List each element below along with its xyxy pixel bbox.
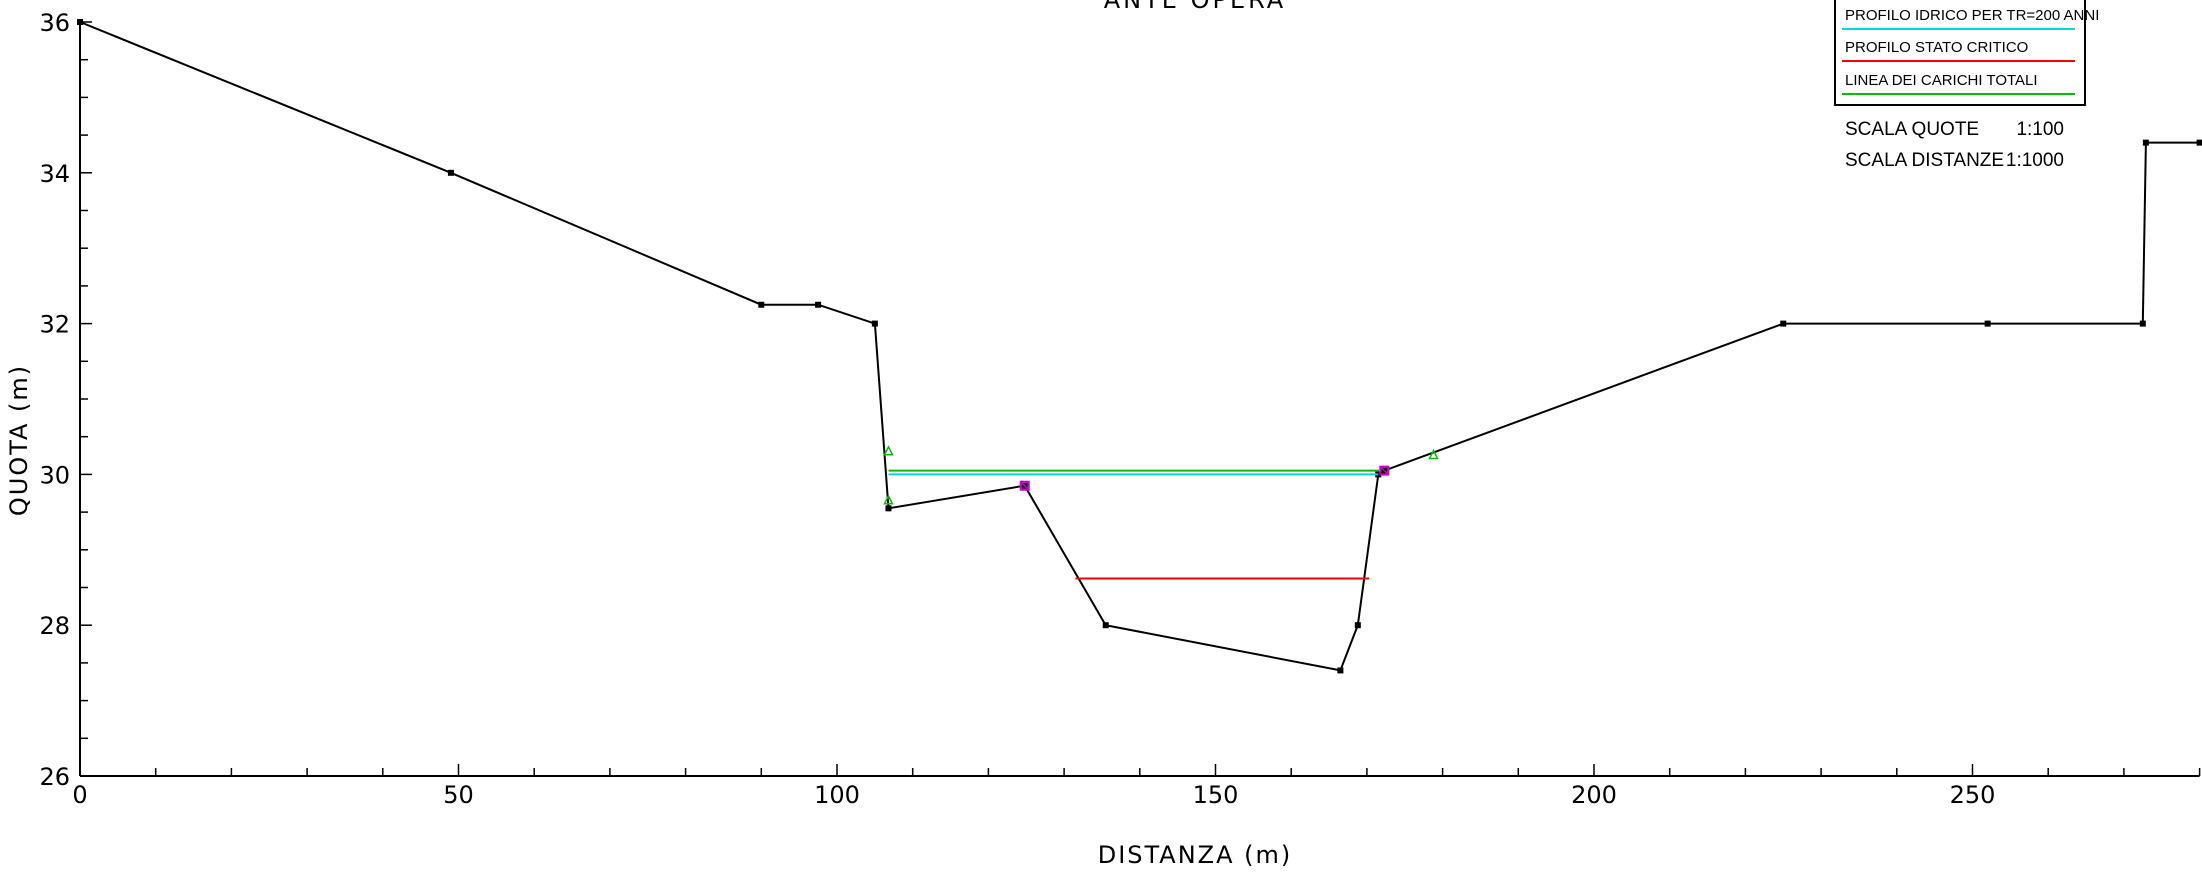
y-tick-label: 26 [39,763,70,791]
x-tick-label: 150 [1193,781,1239,809]
ground-point [1984,320,1991,327]
scale-value: 1:100 [2016,119,2064,140]
x-tick-label: 50 [443,781,474,809]
ground-point [1337,667,1344,674]
ground-point [1354,622,1361,629]
ground-point [77,19,83,25]
legend-label: PROFILO IDRICO PER TR=200 ANNI [1845,7,2099,24]
y-tick-label: 34 [39,160,70,188]
y-tick-label: 32 [39,311,70,339]
bank-marker [1019,480,1030,491]
ground-point [758,301,765,308]
scale-label: SCALA DISTANZE [1845,150,2004,171]
y-tick-label: 28 [39,612,70,640]
bank-marker-cross [1379,466,1389,476]
scale-info: SCALA QUOTE 1:100 SCALA DISTANZE 1:1000 [1845,119,2064,171]
ground-point [447,169,454,176]
y-tick-label: 30 [39,461,70,489]
levee-marker [883,445,894,456]
legend-label: LINEA DEI CARICHI TOTALI [1845,72,2038,89]
levee-marker [1428,448,1439,460]
bank-marker [1379,465,1390,476]
chart-title: ANTE OPERA [1104,0,1286,14]
scale-label: SCALA QUOTE [1845,119,1979,140]
x-tick-label: 0 [72,781,87,809]
ground-point [1780,320,1787,327]
x-tick-label: 100 [814,781,860,809]
bank-marker-cross [1020,481,1030,491]
y-tick-label: 36 [39,9,70,37]
scale-value: 1:1000 [2006,150,2064,171]
y-axis-label: QUOTA (m) [5,364,33,516]
legend: PROFILO IDRICO PER TR=200 ANNI PROFILO ST… [1834,0,2099,106]
ground-point [1102,622,1109,629]
axes: 26 28 30 32 34 36 0 50 100 150 200 250 [39,9,2201,809]
ground-point [2142,139,2149,146]
ground-point [885,505,892,512]
levee-marker [883,494,894,505]
x-axis-label: DISTANZA (m) [1098,841,1293,869]
ground-point [871,320,878,327]
x-tick-label: 250 [1950,781,1996,809]
ground-point [2196,139,2202,146]
legend-box [1834,0,2086,106]
x-tick-label: 200 [1571,781,1617,809]
legend-label: PROFILO STATO CRITICO [1845,39,2028,56]
markers-group [883,445,1439,505]
ground-point [815,301,822,308]
series-group [77,19,2202,674]
ground-point [2139,320,2146,327]
